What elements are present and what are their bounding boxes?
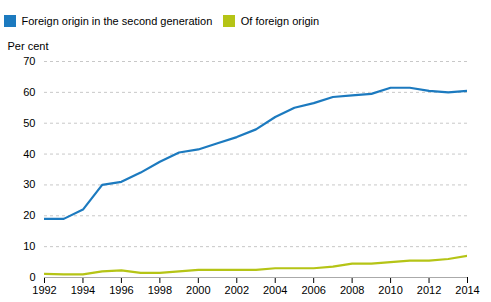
html-text:Of foreign origin: Of foreign origin — [240, 14, 320, 27]
svg-text:1998: 1998 — [148, 284, 172, 296]
svg-text:2000: 2000 — [186, 284, 210, 296]
svg-text:40: 40 — [23, 148, 35, 160]
svg-text:30: 30 — [23, 178, 35, 190]
svg-text:2006: 2006 — [301, 284, 325, 296]
svg-text:2002: 2002 — [225, 284, 249, 296]
svg-text:1994: 1994 — [71, 284, 95, 296]
svg-text:2012: 2012 — [417, 284, 441, 296]
svg-text:2010: 2010 — [378, 284, 402, 296]
svg-text:1992: 1992 — [32, 284, 56, 296]
svg-text:60: 60 — [23, 86, 35, 98]
svg-text:2014: 2014 — [455, 284, 479, 296]
svg-text:0: 0 — [29, 271, 35, 283]
svg-text:Per cent: Per cent — [8, 40, 49, 52]
html-text:Foreign origin in the second g: Foreign origin in the second generation — [21, 14, 213, 27]
svg-text:70: 70 — [23, 55, 35, 67]
svg-text:2004: 2004 — [263, 284, 287, 296]
svg-text:2008: 2008 — [340, 284, 364, 296]
svg-text:50: 50 — [23, 117, 35, 129]
svg-text:20: 20 — [23, 209, 35, 221]
svg-text:1996: 1996 — [109, 284, 133, 296]
svg-text:10: 10 — [23, 240, 35, 252]
